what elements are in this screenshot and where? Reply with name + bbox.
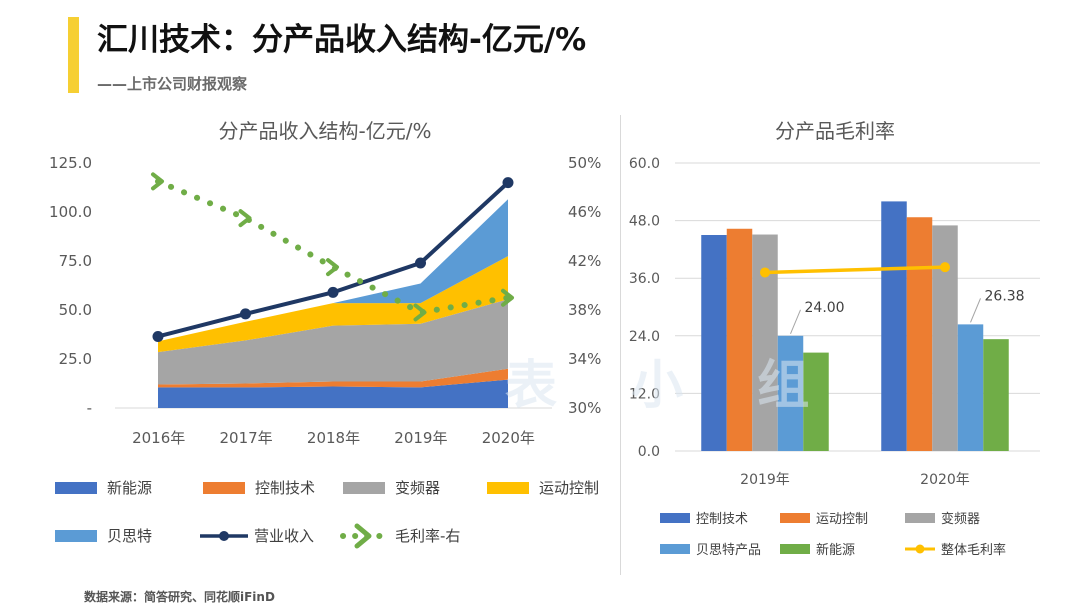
- legend-label: 控制技术: [255, 479, 315, 497]
- area-control_tech: [158, 368, 508, 388]
- y2-tick-label: 30%: [568, 399, 601, 417]
- legend-swatch: [203, 482, 245, 494]
- x-tick-label: 2020年: [482, 429, 535, 447]
- bar-bes: [777, 335, 804, 451]
- data-label: 24.00: [805, 300, 845, 316]
- area-inverter: [158, 299, 508, 385]
- page-title: 汇川技术：分产品收入结构-亿元/%: [97, 22, 587, 58]
- legend-label: 运动控制: [816, 512, 868, 527]
- area-bes: [158, 199, 508, 342]
- legend-label: 变频器: [941, 511, 980, 527]
- y-tick-label: 125.0: [49, 154, 92, 172]
- data-label-leader: [970, 298, 981, 323]
- x-tick-label: 2020年: [920, 472, 970, 488]
- revenue-point: [502, 177, 514, 189]
- x-tick-label: 2019年: [740, 472, 790, 488]
- area-new_energy: [158, 379, 508, 408]
- legend-label: 整体毛利率: [941, 542, 1006, 558]
- x-tick-label: 2019年: [394, 429, 447, 447]
- data-label-leader: [790, 309, 801, 334]
- overall-margin-point: [760, 267, 770, 278]
- bar-margin_green: [803, 352, 829, 451]
- revenue-point: [240, 308, 251, 320]
- y-tick-label: 100.0: [49, 203, 92, 221]
- legend-label: 变频器: [395, 479, 440, 497]
- legend-label: 新能源: [107, 479, 152, 497]
- bar-new_energy: [701, 235, 727, 451]
- y-tick-label: 48.0: [629, 214, 660, 230]
- chart-title: 分产品毛利率: [775, 119, 895, 143]
- y2-tick-label: 34%: [568, 350, 601, 368]
- x-tick-label: 2016年: [132, 429, 185, 447]
- legend-label: 控制技术: [696, 512, 748, 527]
- legend-swatch: [660, 544, 690, 554]
- y2-tick-label: 42%: [568, 252, 601, 270]
- watermark-text: 表 小 组: [505, 356, 838, 416]
- legend-label: 营业收入: [254, 527, 314, 545]
- bar-control_tech: [726, 228, 753, 451]
- y-tick-label: 25.0: [59, 350, 92, 368]
- legend-marker: [219, 531, 229, 541]
- margin-point: [501, 288, 514, 307]
- y-tick-label: 36.0: [629, 271, 660, 287]
- margin-point: [413, 303, 427, 322]
- legend-marker: [354, 523, 372, 549]
- x-tick-label: 2017年: [220, 429, 273, 447]
- overall-margin-line: [764, 265, 946, 275]
- margin-point: [326, 258, 339, 277]
- legend-swatch: [55, 530, 97, 542]
- y-tick-label: 60.0: [629, 156, 660, 172]
- legend-swatch: [660, 513, 690, 523]
- data-source-note: 数据来源：简答研究、同花顺iFinD: [84, 590, 275, 604]
- revenue-point: [327, 286, 339, 298]
- y-tick-label: -: [87, 399, 92, 417]
- legend-label: 贝思特产品: [696, 543, 761, 558]
- legend-label: 贝思特: [107, 527, 152, 545]
- overall-margin-point: [940, 262, 950, 273]
- margin-point: [238, 209, 252, 228]
- margin-point: [151, 172, 164, 191]
- bar-bes: [957, 324, 984, 451]
- data-label: 26.38: [985, 288, 1025, 304]
- y2-tick-label: 50%: [568, 154, 601, 172]
- legend-marker: [915, 544, 925, 554]
- legend-label: 新能源: [816, 542, 855, 558]
- bar-new_energy: [881, 201, 907, 451]
- y-tick-label: 0.0: [638, 444, 660, 460]
- bar-margin_green: [983, 339, 1009, 451]
- bar-control_tech: [906, 217, 933, 451]
- bar-inverter: [932, 225, 958, 451]
- legend-swatch: [55, 482, 97, 494]
- gross-margin-chart: 分产品毛利率 60.0 48.0 36.0 24.0 12.0 0.0 2019年 2020年 2…: [629, 119, 1040, 558]
- y-tick-label: 12.0: [629, 386, 660, 402]
- y-tick-label: 24.0: [629, 329, 660, 345]
- y-tick-label: 75.0: [59, 252, 92, 270]
- revenue-structure-chart: 分产品收入结构-亿元/% 125.0 100.0 75.0 50.0 25.0 - 50% 46…: [49, 119, 601, 549]
- title-accent-bar: [68, 17, 79, 93]
- legend-swatch: [905, 513, 935, 523]
- chart-title: 分产品收入结构-亿元/%: [219, 119, 432, 143]
- legend-swatch: [487, 482, 529, 494]
- revenue-point: [152, 330, 164, 342]
- area-motion_control: [158, 256, 508, 353]
- y2-tick-label: 38%: [568, 301, 601, 319]
- y2-tick-label: 46%: [568, 203, 601, 221]
- y-tick-label: 50.0: [59, 301, 92, 319]
- revenue-point: [415, 257, 426, 269]
- page-subtitle: ——上市公司财报观察: [97, 75, 248, 93]
- chart-divider: [620, 115, 621, 575]
- legend-swatch: [780, 544, 810, 554]
- legend-swatch: [343, 482, 385, 494]
- margin-line: [155, 178, 511, 316]
- legend-swatch: [780, 513, 810, 523]
- legend-label: 运动控制: [539, 479, 599, 497]
- legend-label: 毛利率-右: [395, 527, 460, 545]
- x-tick-label: 2018年: [307, 429, 360, 447]
